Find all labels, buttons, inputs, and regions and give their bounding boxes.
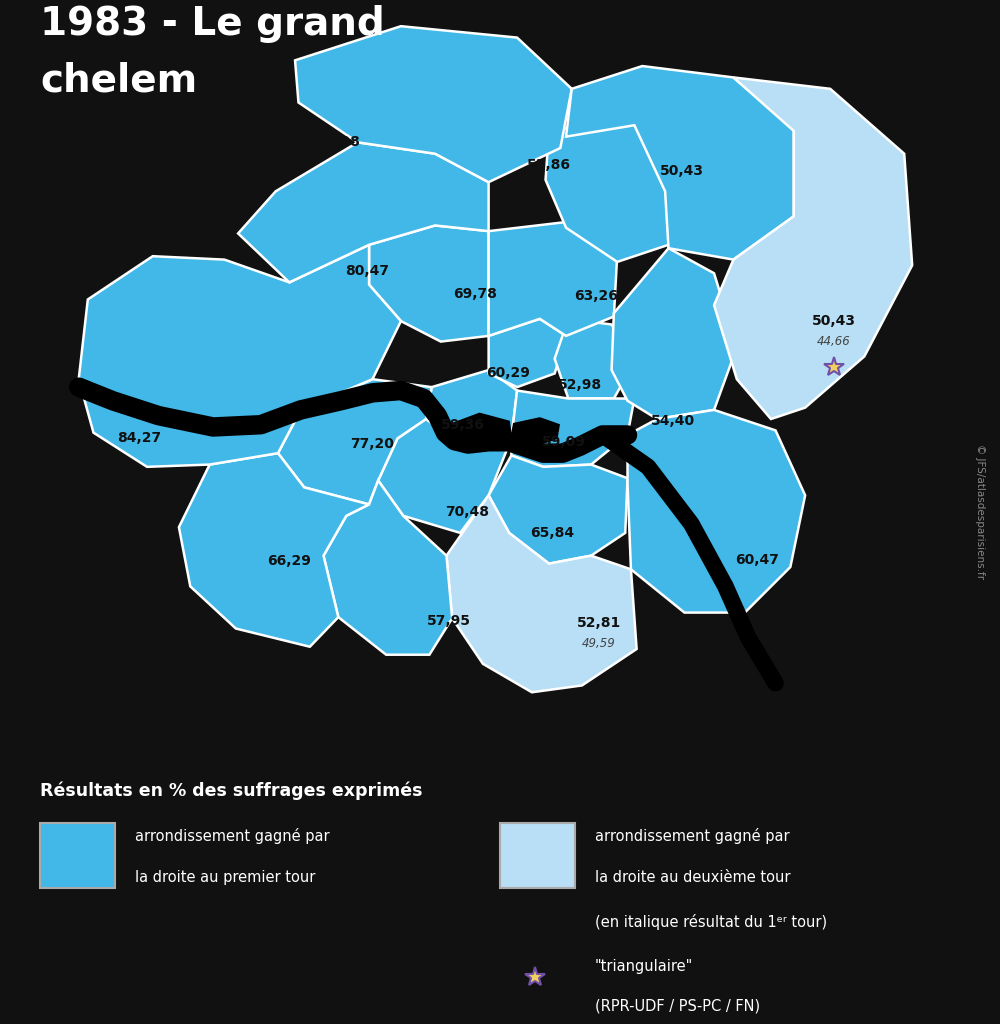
Text: 70,98: 70,98: [316, 135, 360, 150]
Polygon shape: [295, 27, 572, 182]
Polygon shape: [179, 454, 369, 647]
FancyBboxPatch shape: [40, 823, 115, 888]
Text: arrondissement gagné par: arrondissement gagné par: [595, 828, 790, 844]
Text: 52,81: 52,81: [577, 615, 621, 630]
Polygon shape: [714, 78, 912, 419]
Text: 60,47: 60,47: [735, 553, 779, 567]
Text: 60,29: 60,29: [486, 367, 530, 381]
Polygon shape: [369, 225, 489, 342]
Polygon shape: [511, 390, 634, 467]
Polygon shape: [489, 456, 628, 563]
Polygon shape: [555, 318, 634, 398]
Text: 44,66: 44,66: [817, 335, 850, 348]
Text: 53,86: 53,86: [527, 158, 571, 172]
Text: 50,43: 50,43: [812, 314, 856, 328]
Polygon shape: [489, 222, 617, 336]
Polygon shape: [511, 418, 559, 446]
Polygon shape: [79, 245, 401, 467]
Polygon shape: [324, 480, 452, 654]
Text: (RPR-UDF / PS-PC / FN): (RPR-UDF / PS-PC / FN): [595, 998, 760, 1013]
Text: 69,78: 69,78: [453, 287, 497, 301]
Text: 84,27: 84,27: [117, 431, 161, 445]
Polygon shape: [566, 66, 794, 260]
Text: 59,36: 59,36: [440, 418, 484, 432]
Polygon shape: [426, 370, 517, 440]
Text: 80,47: 80,47: [345, 264, 389, 278]
Text: 57,95: 57,95: [427, 613, 471, 628]
Text: 66,29: 66,29: [267, 554, 311, 568]
Text: 59,09: 59,09: [542, 435, 586, 449]
Text: 52,98: 52,98: [558, 378, 602, 392]
Text: 54,40: 54,40: [651, 415, 695, 428]
Polygon shape: [489, 318, 566, 387]
Text: 49,59: 49,59: [582, 637, 616, 650]
Text: 77,20: 77,20: [351, 437, 394, 451]
Polygon shape: [278, 379, 432, 505]
Text: 65,84: 65,84: [530, 526, 574, 540]
Text: arrondissement gagné par: arrondissement gagné par: [135, 828, 330, 844]
Polygon shape: [612, 248, 737, 419]
Text: chelem: chelem: [40, 61, 197, 99]
Text: Résultats en % des suffrages exprimés: Résultats en % des suffrages exprimés: [40, 781, 422, 800]
Text: la droite au premier tour: la droite au premier tour: [135, 870, 315, 886]
Text: 70,48: 70,48: [445, 506, 489, 519]
Text: 63,26: 63,26: [574, 289, 618, 303]
Polygon shape: [452, 414, 511, 444]
Text: 1983 - Le grand: 1983 - Le grand: [40, 5, 385, 43]
Text: "triangulaire": "triangulaire": [595, 959, 693, 974]
Text: (en italique résultat du 1ᵉʳ tour): (en italique résultat du 1ᵉʳ tour): [595, 914, 827, 930]
FancyBboxPatch shape: [500, 823, 575, 888]
Text: © JFS/atlasdesparisiens.fr: © JFS/atlasdesparisiens.fr: [975, 444, 985, 580]
Polygon shape: [378, 419, 511, 532]
Text: la droite au deuxième tour: la droite au deuxième tour: [595, 870, 790, 886]
Polygon shape: [238, 142, 489, 283]
Text: 50,43: 50,43: [660, 164, 704, 178]
Polygon shape: [546, 118, 674, 262]
Polygon shape: [446, 496, 637, 692]
Polygon shape: [628, 410, 805, 612]
